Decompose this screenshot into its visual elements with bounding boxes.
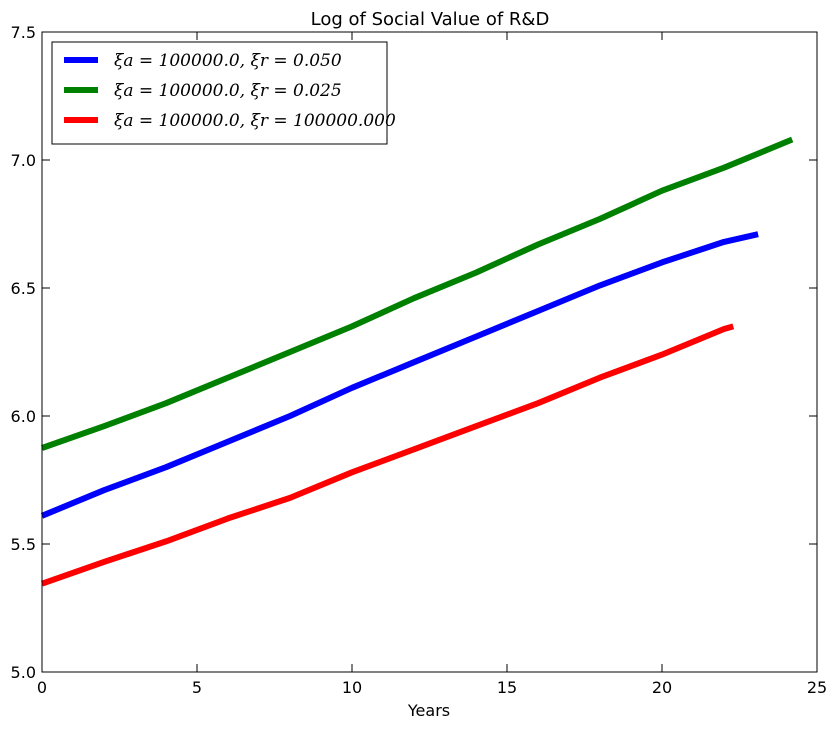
series-line-3	[41, 323, 735, 587]
series-line-1	[40, 231, 759, 519]
legend-label-2: ξa = 100000.0, ξr = 0.025	[114, 81, 342, 101]
y-tick-label: 6.5	[11, 279, 36, 298]
ticks-group: 0 5 10 15 20 25 5.0 5.5 6.0 6.5 7.0 7.5	[11, 23, 828, 697]
plot-frame	[41, 31, 818, 673]
x-tick-label: 20	[652, 678, 672, 697]
y-tick-label: 6.0	[11, 407, 36, 426]
legend: ξa = 100000.0, ξr = 0.050 ξa = 100000.0, …	[51, 41, 396, 145]
x-tick-label: 5	[192, 678, 202, 697]
x-tick-label: 10	[342, 678, 362, 697]
series-group	[40, 136, 794, 587]
y-tick-label: 7.0	[11, 151, 36, 170]
x-tick-label: 25	[807, 678, 827, 697]
legend-box	[51, 41, 388, 145]
y-tick-label: 7.5	[11, 23, 36, 42]
x-tick-label: 15	[497, 678, 517, 697]
legend-label-3: ξa = 100000.0, ξr = 100000.000	[114, 111, 396, 131]
x-tick-label: 0	[37, 678, 47, 697]
x-axis-label: Years	[407, 701, 450, 720]
y-tick-label: 5.5	[11, 535, 36, 554]
legend-label-1: ξa = 100000.0, ξr = 0.050	[114, 51, 342, 71]
y-tick-label: 5.0	[11, 663, 36, 682]
chart-title: Log of Social Value of R&D	[311, 9, 550, 30]
series-line-2	[41, 136, 794, 451]
